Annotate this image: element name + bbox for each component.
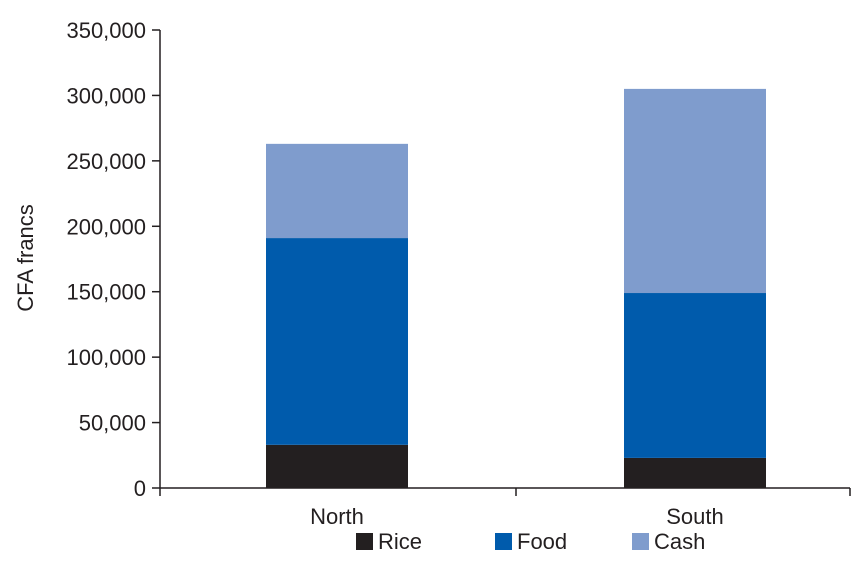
bar-cash-north [266,143,408,239]
y-tick-label: 200,000 [66,214,146,239]
legend-label-cash: Cash [654,529,705,554]
bars [266,88,766,488]
bar-rice-north [266,444,408,488]
y-axis: 0 50,000 100,000 150,000 200,000 250,000 300,0… [66,18,161,501]
bar-food-north [266,238,408,445]
legend-label-rice: Rice [378,529,422,554]
y-tick-label: 50,000 [79,411,146,436]
x-axis: North South [159,487,851,529]
legend: Rice Food Cash [356,529,705,554]
x-tick-label: South [666,504,724,529]
x-tick-label: North [310,504,364,529]
y-tick-label: 150,000 [66,280,146,305]
bar-food-south [624,293,766,458]
y-axis-label: CFA francs [13,204,38,312]
legend-label-food: Food [517,529,567,554]
legend-swatch-food [495,533,512,550]
legend-swatch-cash [632,533,649,550]
bar-cash-south [624,88,766,294]
y-tick-label: 350,000 [66,18,146,43]
y-tick-label: 0 [134,476,146,501]
bar-rice-south [624,457,766,488]
y-tick-label: 300,000 [66,83,146,108]
y-tick-label: 250,000 [66,149,146,174]
legend-swatch-rice [356,533,373,550]
y-tick-label: 100,000 [66,345,146,370]
